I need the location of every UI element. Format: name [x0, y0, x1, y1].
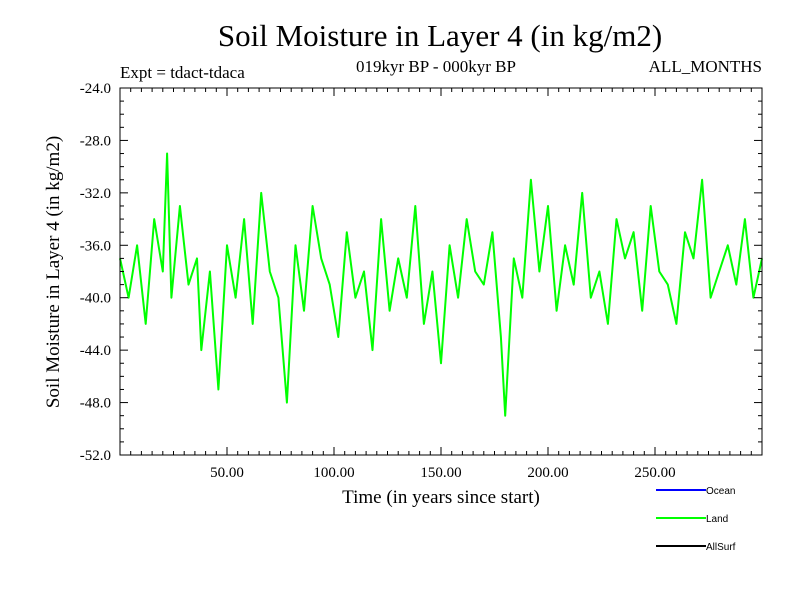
legend-label-ocean: Ocean — [706, 486, 735, 497]
y-tick-label: -40.0 — [80, 291, 111, 307]
experiment-label: Expt = tdact-tdaca — [120, 63, 245, 82]
y-tick-label: -44.0 — [80, 343, 111, 359]
y-tick-label: -32.0 — [80, 186, 111, 202]
x-tick-label: 200.00 — [527, 465, 568, 481]
legend-label-land: Land — [706, 514, 728, 525]
series-line-land — [119, 152, 763, 417]
x-tick-label: 100.00 — [313, 465, 354, 481]
y-tick-label: -24.0 — [80, 81, 111, 97]
y-tick-label: -36.0 — [80, 238, 111, 254]
period-label: 019kyr BP - 000kyr BP — [356, 57, 516, 76]
y-tick-label: -48.0 — [80, 396, 111, 412]
x-axis-label: Time (in years since start) — [342, 487, 540, 508]
y-tick-label: -28.0 — [80, 133, 111, 149]
x-tick-label: 250.00 — [634, 465, 675, 481]
legend: Ocean Land AllSurf — [656, 486, 736, 553]
months-label: ALL_MONTHS — [649, 57, 762, 76]
chart-title: Soil Moisture in Layer 4 (in kg/m2) — [218, 18, 662, 53]
axes: 50.00 100.00 150.00 200.00 250.00 -24.0 -28.0 -… — [80, 81, 763, 481]
y-axis-label: Soil Moisture in Layer 4 (in kg/m2) — [43, 136, 64, 408]
y-tick-label: -52.0 — [80, 448, 111, 464]
plot-area — [119, 152, 763, 417]
x-tick-label: 50.00 — [210, 465, 244, 481]
x-tick-label: 150.00 — [420, 465, 461, 481]
legend-label-allsurf: AllSurf — [706, 542, 736, 553]
